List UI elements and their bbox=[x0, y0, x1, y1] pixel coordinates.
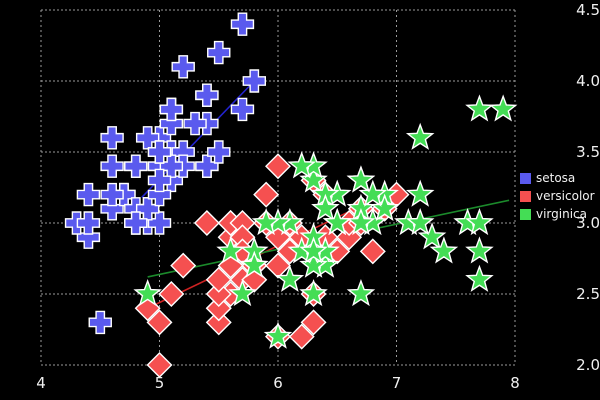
data-point bbox=[311, 193, 340, 221]
data-point bbox=[135, 197, 160, 221]
data-point bbox=[205, 266, 232, 293]
data-point bbox=[253, 181, 280, 208]
data-point bbox=[171, 55, 195, 79]
data-point bbox=[322, 208, 352, 236]
data-point bbox=[265, 252, 291, 279]
legend-item-virginica[interactable]: virginica bbox=[520, 206, 595, 222]
data-point bbox=[124, 154, 148, 178]
x-tick-label: 5 bbox=[154, 374, 165, 392]
y-tick-label: 2.0 bbox=[576, 356, 600, 374]
legend-swatch-icon bbox=[520, 208, 531, 220]
legend-swatch-icon bbox=[520, 172, 531, 184]
data-point bbox=[465, 94, 494, 122]
data-point bbox=[88, 310, 112, 335]
legend-item-setosa[interactable]: setosa bbox=[520, 170, 595, 186]
data-point bbox=[265, 153, 291, 180]
series-virginica bbox=[133, 94, 518, 349]
data-point bbox=[100, 126, 124, 150]
data-point bbox=[288, 323, 315, 350]
data-point bbox=[76, 211, 101, 235]
data-point bbox=[359, 238, 386, 265]
x-tick-label: 4 bbox=[36, 374, 46, 392]
data-point bbox=[429, 236, 459, 264]
data-point bbox=[100, 182, 124, 207]
data-point bbox=[299, 250, 328, 278]
data-point bbox=[370, 193, 399, 221]
data-point bbox=[251, 208, 281, 236]
data-point bbox=[133, 279, 162, 307]
data-point bbox=[299, 279, 328, 307]
data-point bbox=[405, 179, 435, 207]
data-point bbox=[205, 309, 232, 336]
data-point bbox=[146, 352, 173, 378]
y-tick-label: 3.0 bbox=[576, 214, 600, 232]
data-point bbox=[147, 168, 172, 193]
data-point bbox=[207, 140, 231, 164]
y-tick-label: 3.5 bbox=[576, 143, 600, 161]
data-point bbox=[405, 122, 435, 150]
data-point bbox=[465, 208, 494, 236]
data-point bbox=[275, 264, 305, 292]
data-point bbox=[76, 182, 101, 207]
legend-swatch-icon bbox=[520, 190, 531, 202]
data-point bbox=[216, 236, 245, 264]
x-tick-label: 7 bbox=[391, 374, 402, 392]
data-point bbox=[300, 309, 327, 336]
data-point bbox=[358, 179, 388, 207]
data-point bbox=[205, 295, 232, 322]
data-point bbox=[299, 165, 328, 193]
data-point bbox=[205, 281, 232, 307]
legend[interactable]: setosa versicolor virginica bbox=[520, 170, 595, 224]
data-point bbox=[228, 279, 257, 307]
data-point bbox=[240, 250, 269, 278]
x-tick-label: 8 bbox=[510, 374, 520, 392]
legend-item-versicolor[interactable]: versicolor bbox=[520, 188, 595, 204]
data-point bbox=[207, 40, 231, 65]
data-point bbox=[124, 211, 148, 235]
data-point bbox=[195, 83, 219, 107]
data-point bbox=[405, 208, 435, 236]
data-point bbox=[193, 210, 220, 236]
data-point bbox=[417, 222, 447, 250]
legend-label: virginica bbox=[536, 207, 587, 221]
data-point bbox=[159, 97, 184, 122]
data-points bbox=[64, 12, 518, 378]
data-point bbox=[346, 165, 376, 193]
data-point bbox=[465, 264, 494, 292]
series-setosa bbox=[64, 12, 266, 335]
data-point bbox=[465, 236, 494, 264]
data-point bbox=[242, 69, 266, 93]
data-point bbox=[299, 236, 328, 264]
data-point bbox=[287, 151, 316, 179]
data-point bbox=[183, 111, 207, 136]
y-tick-label: 4.0 bbox=[576, 72, 600, 90]
data-point bbox=[230, 97, 255, 122]
data-point bbox=[147, 140, 172, 164]
data-point bbox=[146, 309, 173, 336]
y-tick-label: 4.5 bbox=[576, 1, 600, 19]
data-point bbox=[170, 252, 197, 279]
data-point bbox=[488, 94, 518, 122]
x-tick-label: 6 bbox=[273, 374, 283, 392]
data-point bbox=[263, 321, 293, 349]
data-point bbox=[346, 208, 376, 236]
data-point bbox=[230, 12, 255, 36]
data-point bbox=[100, 154, 124, 178]
y-tick-label: 2.5 bbox=[576, 285, 600, 303]
legend-label: setosa bbox=[536, 171, 576, 185]
data-point bbox=[158, 281, 185, 307]
data-point bbox=[346, 279, 376, 307]
legend-label: versicolor bbox=[536, 189, 595, 203]
data-point bbox=[195, 154, 219, 178]
